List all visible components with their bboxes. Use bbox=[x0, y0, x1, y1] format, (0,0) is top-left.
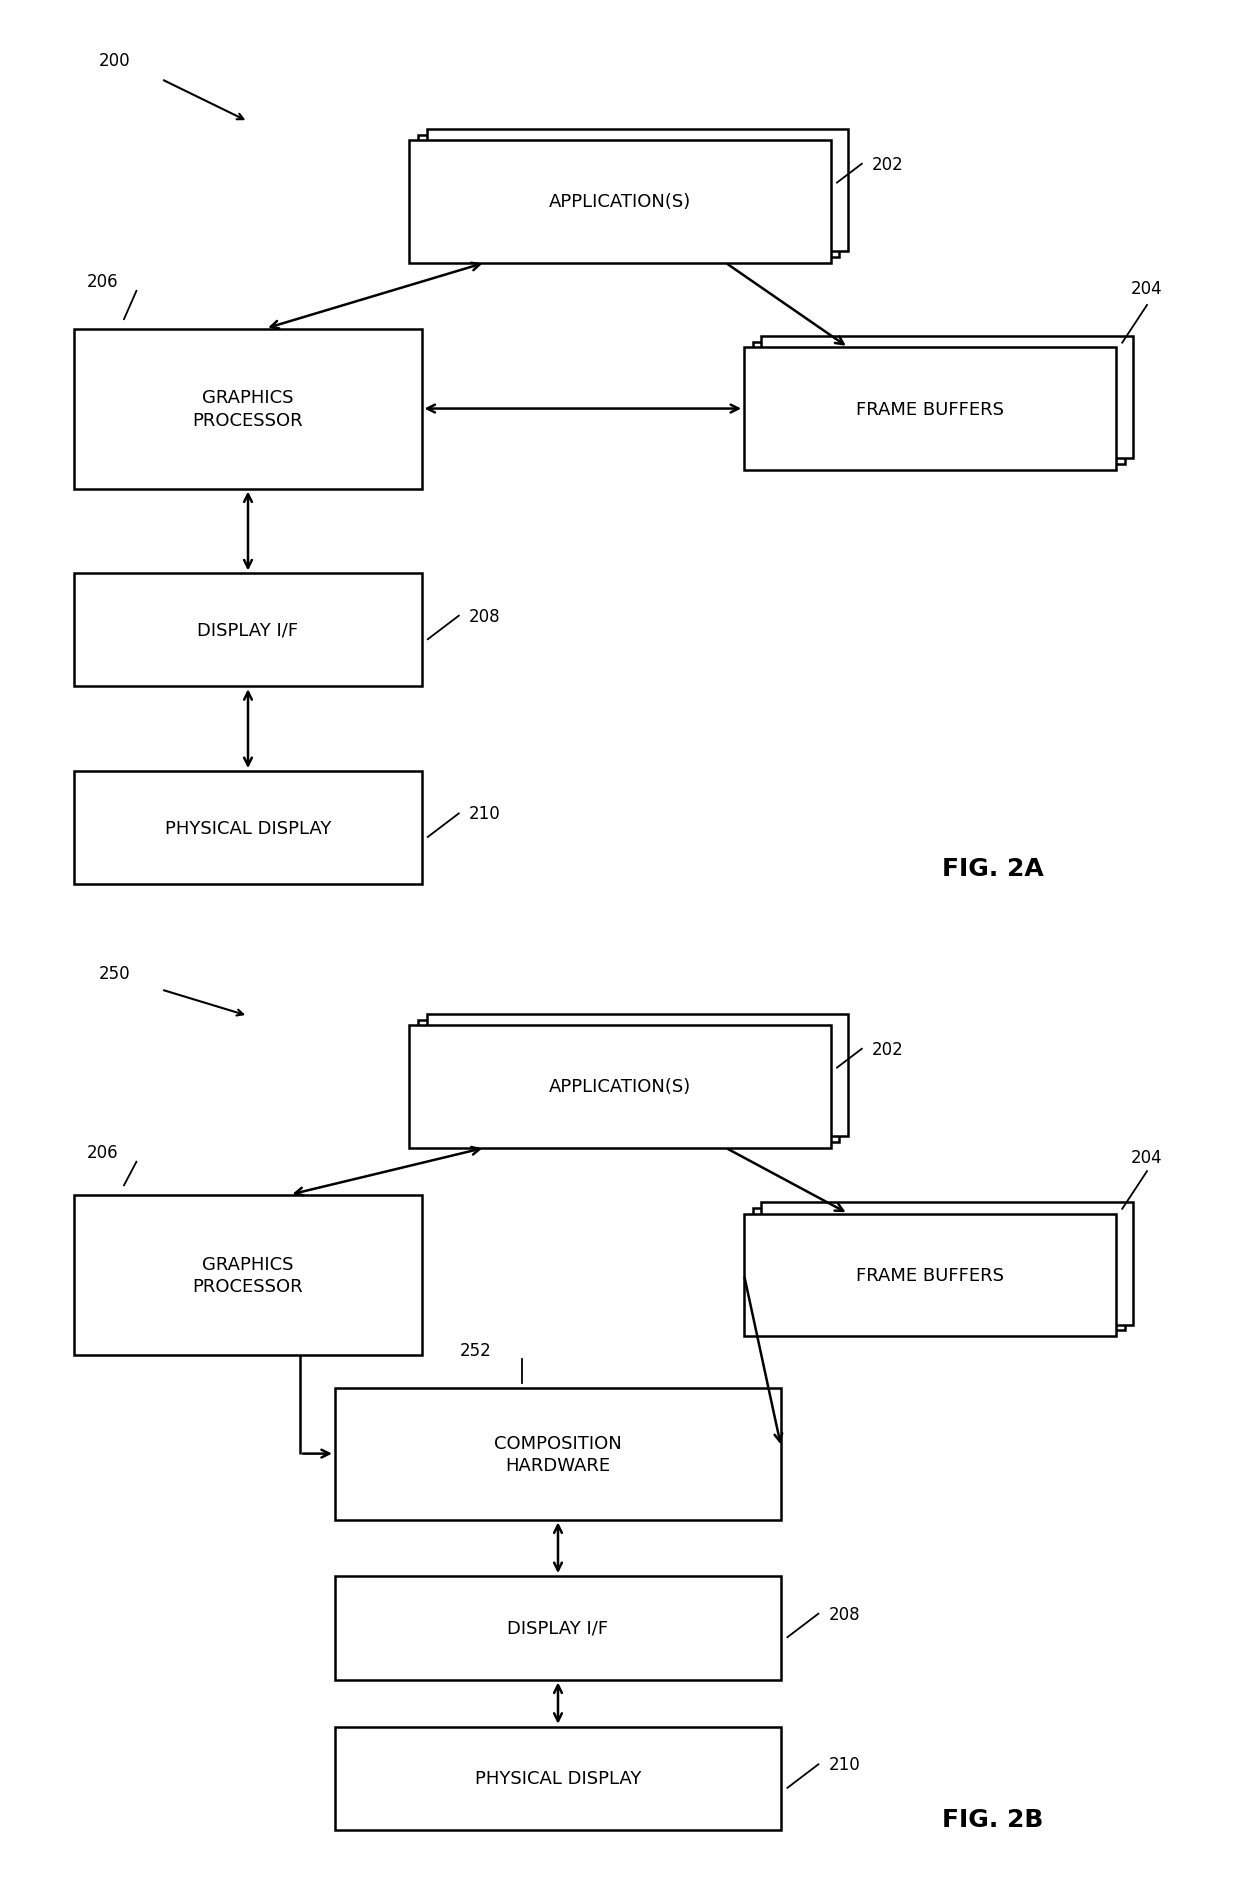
Text: APPLICATION(S): APPLICATION(S) bbox=[549, 1078, 691, 1095]
Bar bbox=[335, 1728, 781, 1829]
Text: 210: 210 bbox=[469, 805, 501, 822]
Text: 208: 208 bbox=[469, 608, 501, 625]
Bar bbox=[74, 1195, 422, 1355]
Text: 202: 202 bbox=[872, 1041, 904, 1058]
Text: APPLICATION(S): APPLICATION(S) bbox=[549, 194, 691, 211]
Bar bbox=[427, 130, 848, 252]
Text: FRAME BUFFERS: FRAME BUFFERS bbox=[856, 401, 1004, 418]
Text: 208: 208 bbox=[828, 1605, 861, 1622]
Text: 206: 206 bbox=[87, 273, 119, 292]
Text: COMPOSITION
HARDWARE: COMPOSITION HARDWARE bbox=[494, 1434, 622, 1474]
Text: DISPLAY I/F: DISPLAY I/F bbox=[507, 1619, 609, 1637]
Text: FRAME BUFFERS: FRAME BUFFERS bbox=[856, 1267, 1004, 1284]
Text: 252: 252 bbox=[460, 1342, 491, 1359]
Text: FIG. 2B: FIG. 2B bbox=[942, 1807, 1044, 1831]
Bar bbox=[335, 1577, 781, 1679]
Bar bbox=[335, 1389, 781, 1521]
Text: 200: 200 bbox=[99, 53, 131, 70]
Bar bbox=[74, 772, 422, 885]
Bar bbox=[744, 1214, 1116, 1336]
Bar bbox=[761, 337, 1133, 459]
Bar bbox=[761, 1203, 1133, 1325]
Bar bbox=[74, 329, 422, 489]
Bar bbox=[409, 1026, 831, 1148]
Text: 202: 202 bbox=[872, 156, 904, 173]
Bar bbox=[744, 348, 1116, 470]
Bar bbox=[753, 1208, 1125, 1331]
Text: 250: 250 bbox=[99, 965, 131, 982]
Text: 204: 204 bbox=[1131, 1148, 1163, 1167]
Text: GRAPHICS
PROCESSOR: GRAPHICS PROCESSOR bbox=[192, 1255, 304, 1295]
Text: 210: 210 bbox=[828, 1756, 861, 1773]
Text: 204: 204 bbox=[1131, 280, 1163, 297]
Text: DISPLAY I/F: DISPLAY I/F bbox=[197, 621, 299, 640]
Text: GRAPHICS
PROCESSOR: GRAPHICS PROCESSOR bbox=[192, 390, 304, 429]
Bar bbox=[418, 136, 839, 258]
Text: 206: 206 bbox=[87, 1144, 119, 1161]
Bar bbox=[753, 343, 1125, 465]
Text: FIG. 2A: FIG. 2A bbox=[942, 856, 1044, 881]
Bar bbox=[418, 1020, 839, 1142]
Bar bbox=[74, 574, 422, 687]
Bar bbox=[427, 1014, 848, 1137]
Text: PHYSICAL DISPLAY: PHYSICAL DISPLAY bbox=[475, 1769, 641, 1788]
Text: PHYSICAL DISPLAY: PHYSICAL DISPLAY bbox=[165, 819, 331, 837]
Bar bbox=[409, 141, 831, 263]
